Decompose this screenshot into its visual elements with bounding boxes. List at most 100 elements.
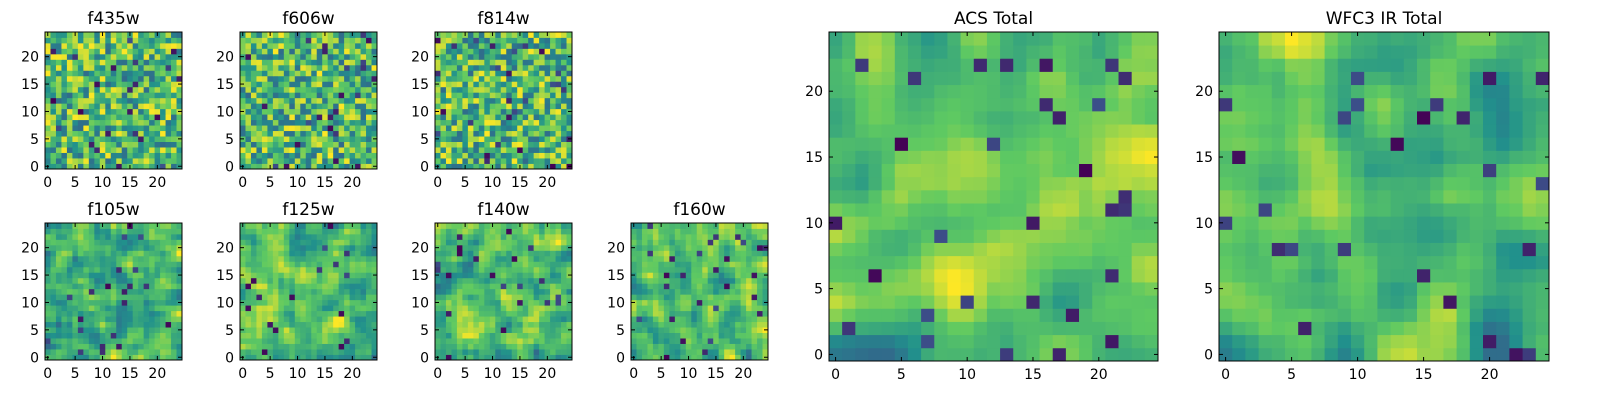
heatmap-cell (696, 332, 703, 339)
heatmap-cell (278, 321, 285, 328)
heatmap-cell (121, 130, 128, 137)
heatmap-cell (842, 321, 856, 336)
heatmap-cell (934, 242, 948, 257)
heatmap-cell (171, 59, 177, 66)
heatmap-cell (566, 316, 573, 323)
heatmap-cell (907, 176, 922, 191)
heatmap-cell (272, 327, 279, 333)
heatmap-cell (344, 32, 350, 38)
heatmap-cell (61, 277, 68, 284)
heatmap-cell (99, 119, 106, 126)
heatmap-cell (94, 321, 101, 328)
heatmap-cell (451, 255, 458, 262)
heatmap-cell (467, 310, 474, 317)
heatmap-cell (333, 299, 340, 306)
heatmap-cell (462, 75, 469, 82)
heatmap-cell (533, 97, 540, 104)
heatmap-cell (451, 103, 458, 110)
heatmap-cell (467, 119, 474, 126)
heatmap-cell (467, 343, 474, 350)
heatmap-cell (72, 48, 79, 55)
heatmap-cell (1039, 203, 1054, 217)
heatmap-cell (105, 108, 112, 115)
heatmap-cell (478, 48, 485, 55)
heatmap-cell (121, 136, 128, 142)
heatmap-cell (121, 338, 128, 344)
heatmap-cell (110, 163, 117, 170)
heatmap-cell (283, 86, 290, 93)
heatmap-cell (344, 42, 350, 49)
heatmap-cell (355, 283, 361, 290)
heatmap-cell (154, 37, 161, 44)
heatmap-cell (83, 70, 90, 77)
heatmap-cell (83, 244, 90, 251)
heatmap-cell (691, 223, 698, 229)
heatmap-cell (316, 316, 323, 323)
heatmap-cell (316, 223, 323, 229)
heatmap-cell (762, 288, 769, 295)
heatmap-cell (333, 272, 340, 279)
heatmap-cell (473, 64, 480, 71)
heatmap-cell (143, 114, 150, 121)
heatmap-cell (440, 283, 447, 290)
heatmap-cell (550, 244, 556, 251)
heatmap-cell (713, 250, 720, 257)
heatmap-cell (960, 189, 975, 204)
heatmap-cell (143, 136, 150, 142)
heatmap-cell (316, 108, 323, 115)
heatmap-cell (680, 343, 687, 350)
heatmap-cell (544, 75, 551, 82)
heatmap-cell (544, 86, 551, 93)
heatmap-cell (355, 64, 361, 71)
heatmap-cell (311, 233, 318, 240)
heatmap-cell (533, 81, 540, 88)
heatmap-cell (250, 97, 257, 104)
heatmap-cell (349, 92, 356, 99)
heatmap-cell (842, 295, 856, 309)
heatmap-cell (289, 250, 296, 257)
heatmap-cell (149, 108, 155, 115)
heatmap-cell (261, 147, 268, 153)
heatmap-cell (250, 136, 257, 142)
heatmap-cell (66, 277, 73, 284)
x-tick-label: 20 (148, 366, 166, 382)
heatmap-cell (528, 244, 535, 251)
heatmap-cell (83, 332, 90, 339)
heatmap-cell (305, 136, 312, 142)
heatmap-cell (360, 332, 367, 339)
heatmap-cell (165, 283, 172, 290)
heatmap-cell (105, 354, 112, 361)
heatmap-cell (1039, 282, 1054, 296)
heatmap-cell (462, 119, 469, 126)
heatmap-cell (176, 316, 183, 323)
heatmap-cell (322, 42, 329, 49)
heatmap-cell (138, 343, 145, 350)
heatmap-cell (83, 321, 90, 328)
heatmap-cell (528, 233, 535, 240)
heatmap-cell (250, 53, 257, 60)
heatmap-cell (77, 299, 84, 306)
heatmap-cell (544, 130, 551, 137)
heatmap-cell (143, 327, 150, 333)
heatmap-cell (746, 299, 752, 306)
heatmap-cell (528, 305, 535, 312)
heatmap-cell (322, 108, 329, 115)
heatmap-cell (316, 141, 323, 148)
heatmap-cell (561, 250, 567, 257)
heatmap-cell (986, 268, 1001, 283)
heatmap-cell (327, 294, 334, 301)
heatmap-cell (1026, 189, 1040, 204)
heatmap-cell (160, 228, 166, 235)
heatmap-cell (154, 332, 161, 339)
heatmap-cell (522, 349, 529, 355)
heatmap-cell (511, 338, 518, 344)
heatmap-cell (327, 266, 334, 273)
heatmap-cell (305, 32, 312, 38)
heatmap-cell (165, 37, 172, 44)
heatmap-cell (311, 130, 318, 137)
heatmap-cell (256, 343, 263, 350)
heatmap-cell (735, 305, 741, 312)
heatmap-cell (300, 141, 307, 148)
heatmap-cell (740, 294, 747, 301)
heatmap-cell (1092, 321, 1106, 336)
